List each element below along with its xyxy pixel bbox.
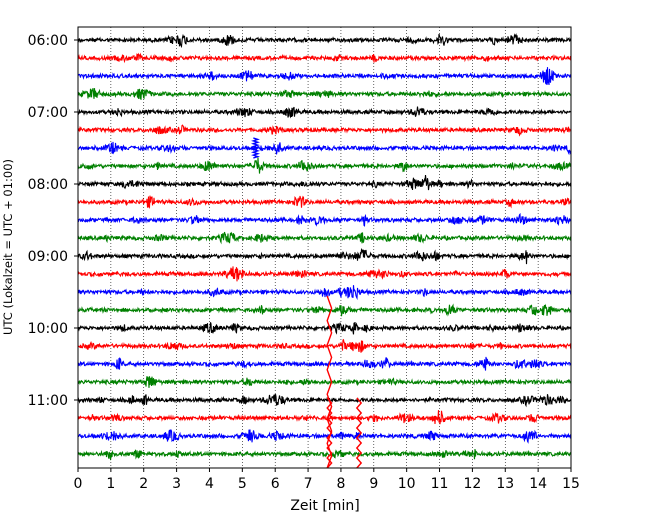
x-tick-label: 4 xyxy=(205,476,214,492)
seismogram-traces xyxy=(77,33,572,461)
x-axis-ticks: 0 1 2 3 4 5 6 7 8 9 10 11 12 13 14 15 xyxy=(74,468,580,492)
x-tick-label: 8 xyxy=(336,476,345,492)
seismogram-trace xyxy=(77,376,572,388)
seismogram-trace xyxy=(77,338,572,353)
seismogram-trace xyxy=(77,303,572,317)
event-markers xyxy=(250,137,363,469)
x-tick-label: 14 xyxy=(529,476,547,492)
y-tick-label: 06:00 xyxy=(28,33,68,49)
x-tick-label: 5 xyxy=(238,476,247,492)
seismogram-trace xyxy=(77,195,572,209)
x-axis-label: Zeit [min] xyxy=(290,498,359,514)
seismogram-trace xyxy=(77,321,572,335)
x-tick-label: 11 xyxy=(431,476,449,492)
x-tick-label: 7 xyxy=(304,476,313,492)
x-tick-label: 1 xyxy=(106,476,115,492)
seismogram-trace xyxy=(77,394,572,408)
seismogram-trace xyxy=(77,33,572,49)
y-tick-label: 09:00 xyxy=(28,249,68,265)
x-tick-label: 12 xyxy=(463,476,481,492)
y-tick-label: 10:00 xyxy=(28,321,68,337)
y-tick-label: 11:00 xyxy=(28,393,68,409)
x-tick-label: 13 xyxy=(496,476,514,492)
seismogram-trace xyxy=(77,448,572,461)
seismogram-trace xyxy=(77,231,572,245)
seismogram-trace xyxy=(77,124,572,137)
event-spike xyxy=(326,397,333,469)
x-tick-label: 6 xyxy=(271,476,280,492)
seismogram-trace xyxy=(77,266,572,282)
x-tick-label: 2 xyxy=(139,476,148,492)
seismogram-trace xyxy=(77,410,572,425)
x-tick-label: 15 xyxy=(562,476,580,492)
event-spike xyxy=(355,397,363,469)
seismogram-trace xyxy=(77,141,572,156)
seismogram-trace xyxy=(77,106,572,119)
seismogram-trace xyxy=(77,356,572,371)
x-tick-label: 0 xyxy=(74,476,83,492)
seismogram-trace xyxy=(77,157,572,174)
y-tick-label: 08:00 xyxy=(28,177,68,193)
seismogram-trace xyxy=(77,88,572,100)
x-tick-label: 3 xyxy=(172,476,181,492)
seismogram-trace xyxy=(77,429,572,444)
y-tick-label: 07:00 xyxy=(28,105,68,121)
seismogram-trace xyxy=(77,175,572,191)
x-tick-label: 9 xyxy=(369,476,378,492)
x-tick-label: 10 xyxy=(398,476,416,492)
seismogram-trace xyxy=(77,212,572,227)
seismogram-trace xyxy=(77,52,572,64)
y-axis-ticks: 06:00 07:00 08:00 09:00 10:00 11:00 xyxy=(28,33,78,409)
seismogram-trace xyxy=(77,285,572,301)
seismogram-trace xyxy=(77,247,572,265)
seismogram-trace xyxy=(77,67,572,86)
event-spike xyxy=(250,137,261,159)
plot-frame xyxy=(77,26,572,469)
y-axis-label: UTC (Lokalzeit = UTC + 01:00) xyxy=(1,159,15,335)
